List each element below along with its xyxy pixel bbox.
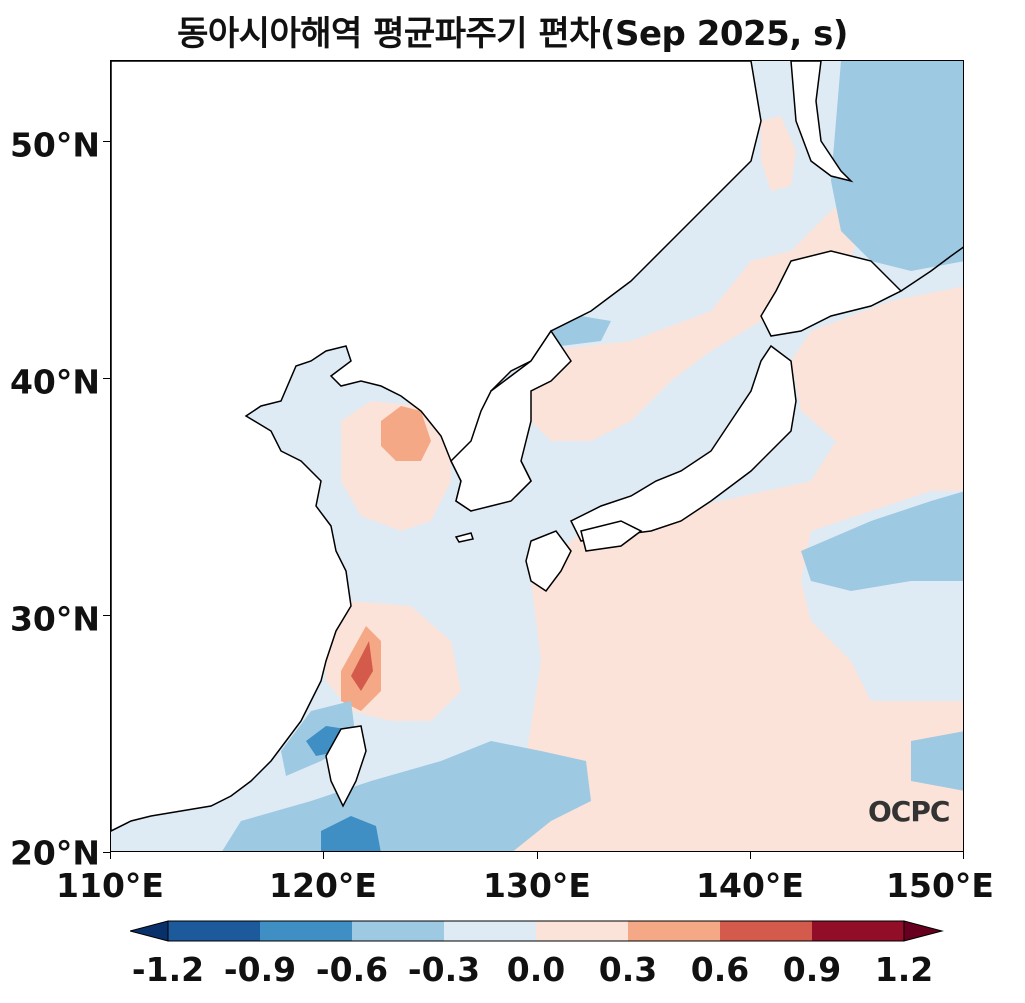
lon-label-110: 110°E — [56, 866, 164, 905]
colorbar-bin-5 — [536, 921, 628, 941]
lat-label-40: 40°N — [9, 362, 100, 402]
land-japan-kyushu — [525, 530, 572, 593]
positive-anomaly-okhotsk — [761, 116, 796, 191]
colorbar-label-3: -0.3 — [407, 950, 481, 989]
lat-label-30: 30°N — [9, 599, 100, 639]
land-japan-honshu — [569, 344, 797, 542]
lat-tick-30 — [103, 615, 110, 616]
colorbar-label-8: 1.2 — [874, 950, 934, 989]
colorbar-label-0: -1.2 — [131, 950, 205, 989]
land-japan-hokkaido — [760, 250, 903, 337]
land-sakhalin — [790, 61, 854, 183]
colorbar-bin-1 — [168, 921, 260, 941]
colorbar-label-4: 0.0 — [506, 950, 566, 989]
lon-tick-150 — [963, 852, 964, 859]
colorbar-label-1: -0.9 — [223, 950, 297, 989]
negative-anomaly-southeast — [911, 731, 963, 791]
land-korea — [450, 329, 572, 512]
anomaly-map — [111, 61, 963, 851]
positive-anomaly-zhejiang-strong — [351, 641, 373, 691]
lat-label-50: 50°N — [9, 125, 100, 165]
colorbar-label-6: 0.6 — [690, 950, 750, 989]
colorbar-label-7: 0.9 — [782, 950, 842, 989]
colorbar-bin-2 — [260, 921, 352, 941]
positive-anomaly-east-sea — [491, 181, 871, 441]
colorbar — [130, 920, 944, 942]
colorbar-label-2: -0.6 — [315, 950, 389, 989]
land-kuril — [900, 246, 963, 292]
colorbar-extend-high — [903, 920, 944, 942]
lat-label-20: 20°N — [9, 833, 100, 873]
land-jeju — [454, 532, 474, 543]
lon-label-140: 140°E — [696, 866, 804, 905]
lon-label-120: 120°E — [269, 866, 377, 905]
positive-anomaly-southeast — [511, 286, 963, 851]
lat-tick-20 — [103, 852, 110, 853]
land-asia-mainland — [111, 61, 762, 832]
land-japan-shikoku — [580, 520, 643, 552]
map-plot-area — [110, 60, 964, 852]
positive-anomaly-bohai-mid — [381, 406, 431, 461]
land-taiwan — [325, 725, 367, 808]
lon-tick-110 — [110, 852, 111, 859]
lon-tick-130 — [537, 852, 538, 859]
colorbar-bin-8 — [812, 921, 904, 941]
colorbar-bin-7 — [720, 921, 812, 941]
colorbar-bin-3 — [352, 921, 444, 941]
negative-anomaly-luzon-mid — [321, 816, 381, 851]
negative-anomaly-south — [222, 741, 591, 851]
ocpc-logo: OCPC — [868, 795, 950, 828]
colorbar-extend-low — [130, 920, 169, 942]
negative-anomaly-east — [801, 491, 963, 591]
lon-tick-140 — [750, 852, 751, 859]
colorbar-label-5: 0.3 — [598, 950, 658, 989]
negative-anomaly-northeast — [831, 61, 963, 271]
lat-tick-50 — [103, 141, 110, 142]
lon-label-150: 150°E — [886, 866, 994, 905]
lon-tick-120 — [323, 852, 324, 859]
map-title: 동아시아해역 평균파주기 편차(Sep 2025, s) — [177, 14, 848, 54]
lat-tick-40 — [103, 378, 110, 379]
lon-label-130: 130°E — [483, 866, 591, 905]
colorbar-bin-6 — [628, 921, 720, 941]
colorbar-bin-4 — [444, 921, 536, 941]
